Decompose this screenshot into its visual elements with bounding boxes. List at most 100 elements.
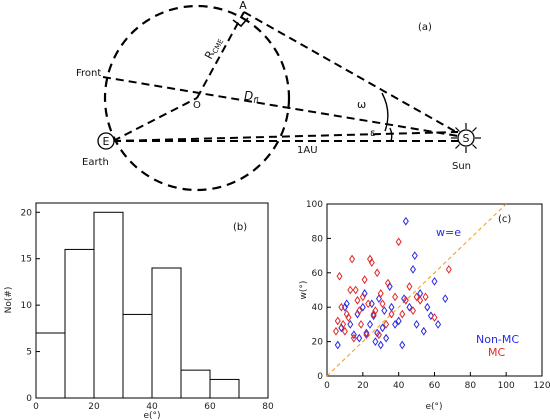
- scatter-frame: [326, 203, 543, 377]
- legend-mc: MC: [488, 346, 505, 359]
- non-mc-point: [363, 328, 370, 338]
- histogram-bar: [64, 248, 95, 399]
- non-mc-point: [420, 326, 427, 336]
- mc-point: [379, 299, 386, 309]
- histogram-y-tick-label: 15: [21, 255, 32, 265]
- scatter-y-tick-label: 20: [312, 338, 324, 348]
- mc-point: [368, 258, 375, 267]
- non-mc-point: [424, 302, 431, 312]
- histogram-x-tick-label: 20: [88, 402, 100, 412]
- non-mc-point: [386, 282, 393, 291]
- non-mc-point: [350, 330, 357, 340]
- scatter-y-tick-label: 100: [306, 200, 323, 210]
- histogram-bar: [180, 369, 211, 399]
- scatter-y-tick-label: 40: [312, 303, 324, 313]
- panel-b-label: (b): [233, 222, 247, 233]
- non-mc-point: [366, 320, 374, 329]
- point-o-label: O: [193, 100, 201, 111]
- mc-point: [354, 295, 361, 305]
- non-mc-point: [413, 320, 420, 329]
- histogram-y-tick-label: 5: [26, 348, 32, 358]
- histogram-bars: [35, 211, 240, 399]
- histogram-x-tick-label: 60: [204, 402, 216, 412]
- mc-point: [402, 295, 409, 305]
- histogram-x-tick-label: 40: [146, 402, 158, 412]
- non-mc-point: [356, 333, 363, 343]
- point-a-label: A: [239, 0, 247, 12]
- mc-point: [374, 268, 381, 278]
- panel-a-label: (a): [418, 22, 432, 33]
- scatter-x-tick-label: 80: [465, 381, 477, 391]
- diagram-panel: E S A RCME Front O Dfl ω ε Earth 1AU Sun…: [76, 0, 481, 192]
- non-mc-point: [377, 340, 384, 350]
- scatter-y-label: w(°): [299, 281, 309, 300]
- mc-point: [384, 278, 391, 288]
- scatter-x-tick-label: 0: [324, 381, 330, 391]
- non-mc-point: [442, 294, 449, 303]
- histogram-x-tick-label: 80: [262, 402, 274, 412]
- front-label: Front: [76, 68, 101, 79]
- non-mc-point: [338, 323, 345, 333]
- line-e-o: [112, 97, 198, 142]
- histogram-y-ticks: 0 5 10 15 20: [21, 208, 40, 404]
- mc-point: [356, 306, 363, 316]
- histogram-y-tick-label: 10: [21, 301, 33, 311]
- non-mc-point: [406, 302, 413, 312]
- scatter-points: [332, 216, 452, 350]
- histogram-bar: [35, 332, 66, 399]
- mc-point: [406, 282, 413, 291]
- earth-label: Earth: [82, 157, 109, 168]
- scatter-y-tick-label: 80: [312, 234, 324, 244]
- right-angle-marker: [232, 17, 249, 28]
- omega-arc: [381, 92, 389, 132]
- mc-point: [359, 292, 366, 302]
- scatter-x-tick-label: 120: [533, 381, 550, 391]
- scatter-panel: 0 20 40 60 80 100 120 0 20 40 60 80 100 (c) w=e Non-…: [299, 200, 550, 412]
- non-mc-point: [399, 340, 406, 350]
- non-mc-point: [347, 320, 354, 329]
- mc-point: [422, 292, 429, 302]
- mc-point: [345, 313, 352, 322]
- omega-label: ω: [357, 98, 366, 111]
- cme-circle: [103, 4, 291, 192]
- mc-point: [338, 302, 345, 312]
- mc-point: [370, 309, 377, 319]
- d-fl-main: D: [244, 89, 253, 103]
- histogram-y-label: No(#): [4, 287, 14, 314]
- mc-point: [431, 313, 438, 322]
- mc-point: [332, 326, 339, 336]
- line-front-sun: [102, 76, 459, 137]
- non-mc-point: [411, 251, 418, 260]
- mc-point: [365, 299, 372, 309]
- mc-point: [413, 292, 420, 302]
- panel-c-label: (c): [498, 214, 511, 225]
- line-a-sun: [243, 11, 459, 134]
- histogram-bar: [209, 378, 240, 399]
- line-o-a: [196, 11, 245, 99]
- non-mc-point: [409, 264, 417, 274]
- scatter-y-tick-label: 0: [317, 372, 323, 382]
- histogram-bar: [93, 211, 124, 399]
- mc-point: [372, 306, 379, 316]
- mc-point: [395, 237, 402, 247]
- non-mc-point: [392, 320, 399, 329]
- non-mc-point: [431, 277, 438, 286]
- mc-point: [375, 330, 382, 340]
- histogram-bar: [151, 267, 182, 399]
- non-mc-point: [435, 320, 442, 329]
- mc-point: [409, 306, 417, 316]
- histogram-y-tick-label: 0: [26, 394, 32, 404]
- non-mc-point: [427, 311, 434, 321]
- histogram-x-ticks: 0 20 40 60 80: [33, 394, 274, 412]
- scatter-x-label: e(°): [425, 402, 442, 412]
- histogram-panel: 0 20 40 60 80 0 5 10 15 20 (b) e(°) No(#): [4, 202, 274, 420]
- non-mc-point: [372, 337, 379, 346]
- scatter-x-tick-label: 20: [357, 381, 369, 391]
- mc-point: [377, 289, 384, 298]
- mc-point: [341, 326, 348, 336]
- eps-label: ε: [370, 128, 375, 139]
- non-mc-point: [334, 340, 341, 350]
- non-mc-point: [379, 323, 386, 333]
- reference-line-label: w=e: [436, 226, 461, 239]
